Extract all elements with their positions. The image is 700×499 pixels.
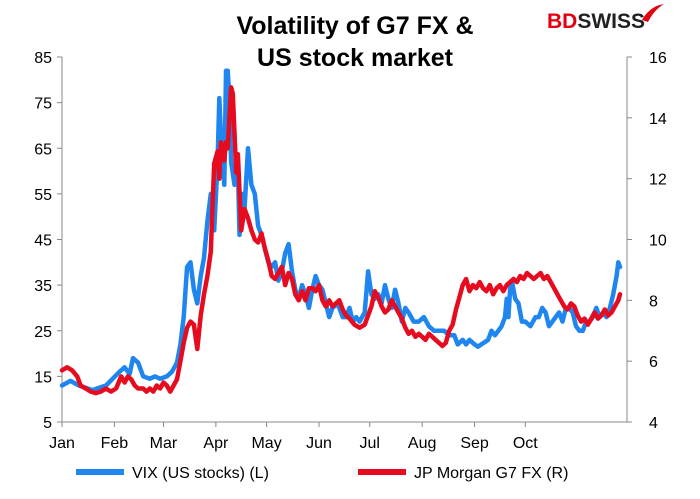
x-tick-0: Jan: [49, 435, 75, 452]
left-y-tick-7: 75: [34, 96, 52, 113]
x-tick-7: Aug: [408, 435, 436, 452]
left-y-tick-0: 5: [43, 415, 52, 432]
legend-label-g7fx: JP Morgan G7 FX (R): [414, 465, 568, 482]
right-y-tick-5: 14: [649, 111, 667, 128]
left-y-tick-5: 55: [34, 187, 52, 204]
chart-title-line-2: US stock market: [257, 44, 454, 72]
series-line-vix: [59, 68, 623, 393]
right-y-tick-3: 10: [649, 233, 667, 250]
x-tick-8: Sep: [460, 435, 489, 452]
x-tick-6: Jul: [360, 435, 380, 452]
logo-swoosh-icon: [642, 4, 664, 22]
left-y-tick-2: 25: [34, 324, 52, 341]
svg-text:BDSWISS: BDSWISS: [547, 10, 645, 33]
x-tick-4: May: [251, 435, 281, 452]
logo-bd-text: BD: [547, 10, 577, 33]
x-tick-3: Apr: [203, 435, 229, 452]
x-tick-1: Feb: [101, 435, 129, 452]
right-y-tick-0: 4: [649, 415, 658, 432]
logo-swiss-text: SWISS: [577, 10, 645, 33]
x-tick-9: Oct: [513, 435, 538, 452]
series-lines: [59, 68, 623, 396]
left-y-tick-1: 15: [34, 369, 52, 386]
left-y-tick-8: 85: [34, 50, 52, 67]
chart-title-line-1: Volatility of G7 FX &: [236, 12, 473, 40]
x-tick-2: Mar: [150, 435, 178, 452]
right-y-tick-1: 6: [649, 354, 658, 371]
left-y-tick-3: 35: [34, 278, 52, 295]
right-y-tick-labels: 4 6 8 10 12 14 16: [649, 50, 667, 432]
right-y-tick-4: 12: [649, 172, 667, 189]
legend-label-vix: VIX (US stocks) (L): [132, 465, 269, 482]
series-line-g7fx: [59, 85, 623, 396]
left-y-tick-6: 65: [34, 141, 52, 158]
x-tick-5: Jun: [306, 435, 332, 452]
brand-logo: BDSWISS: [547, 4, 664, 33]
legend: VIX (US stocks) (L) JP Morgan G7 FX (R): [76, 465, 568, 482]
left-y-tick-labels: 5 15 25 35 45 55 65 75 85: [34, 50, 52, 432]
left-y-tick-4: 45: [34, 233, 52, 250]
chart-axes: [57, 56, 632, 427]
right-y-tick-6: 16: [649, 50, 667, 67]
right-y-tick-2: 8: [649, 293, 658, 310]
x-tick-labels: Jan Feb Mar Apr May Jun Jul Aug Sep Oct: [49, 435, 538, 452]
